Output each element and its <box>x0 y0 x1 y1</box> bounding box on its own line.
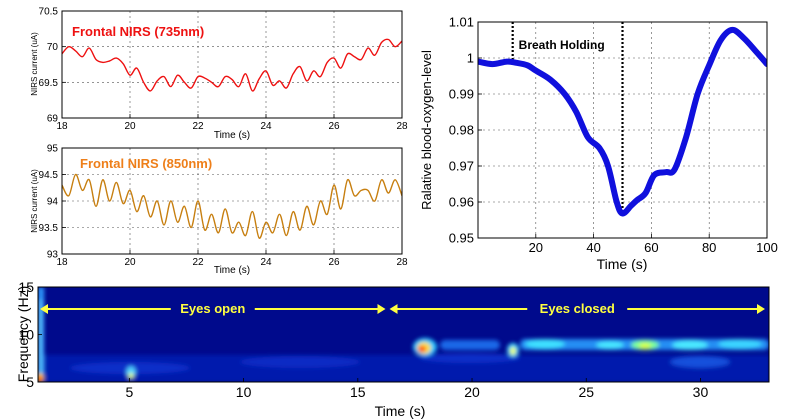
x-tick-label: 24 <box>260 257 272 268</box>
y-tick-label: 69 <box>47 114 59 125</box>
blood-oxygen-x-ticks: 20 40 60 80 100 <box>529 234 778 255</box>
spectrogram-y-ticks: 5 10 15 <box>18 279 42 390</box>
y-tick-label: 0.95 <box>449 231 474 246</box>
y-tick-label: 0.99 <box>449 87 474 102</box>
series-line <box>478 26 767 217</box>
y-tick-label: 0.97 <box>449 159 474 174</box>
y-tick-label: 0.96 <box>449 195 474 210</box>
blood-oxygen-series <box>478 26 767 217</box>
x-tick-label: 18 <box>56 121 68 132</box>
nirs-735-grid <box>62 11 402 118</box>
x-tick-label: 24 <box>260 121 272 132</box>
series-line <box>62 38 402 92</box>
blood-oxygen-y-label: Ralative blood-oxygen-level <box>419 50 434 210</box>
nirs-850-title: Frontal NIRS (850nm) <box>80 156 212 171</box>
spectrogram-x-label: Time (s) <box>375 403 426 419</box>
y-tick-label: 5 <box>26 374 34 390</box>
blood-oxygen-y-ticks: 0.95 0.96 0.97 0.98 0.99 1 1.01 <box>449 15 482 246</box>
x-tick-label: 100 <box>756 240 778 255</box>
eyes-arrows <box>40 304 765 314</box>
y-tick-label: 10 <box>18 326 34 342</box>
eyes-open-label: Eyes open <box>180 301 245 316</box>
nirs-850-grid <box>62 148 402 254</box>
nirs-850-series <box>62 173 402 239</box>
x-tick-label: 28 <box>396 121 408 132</box>
blood-oxygen-grid <box>478 22 767 238</box>
x-tick-label: 18 <box>56 257 68 268</box>
nirs-735-y-ticks: 69 69.5 70 70.5 <box>39 7 66 125</box>
x-tick-label: 20 <box>124 257 136 268</box>
x-tick-label: 80 <box>702 240 716 255</box>
y-tick-label: 70 <box>47 42 59 53</box>
breath-holding-label: Breath Holding <box>519 38 605 52</box>
arrow-head-right <box>377 304 386 314</box>
nirs-850-chart: 18 20 22 24 26 28 93 93.5 94 94.5 95 Frontal NIRS… <box>30 144 408 277</box>
y-tick-label: 15 <box>18 279 34 295</box>
nirs-735-x-ticks: 18 20 22 24 26 28 <box>56 114 408 132</box>
x-tick-label: 26 <box>328 121 340 132</box>
arrow-head-left <box>389 304 398 314</box>
series-line <box>62 173 402 239</box>
nirs-850-y-ticks: 93 93.5 94 94.5 95 <box>39 144 66 261</box>
nirs-735-y-label: NIRS current (uA) <box>30 32 39 96</box>
x-tick-label: 40 <box>586 240 600 255</box>
arrow-head-right <box>757 304 765 314</box>
x-tick-label: 60 <box>644 240 658 255</box>
nirs-735-x-label: Time (s) <box>214 130 250 141</box>
y-tick-label: 94 <box>47 197 59 208</box>
x-tick-label: 5 <box>125 384 133 400</box>
eyes-closed-label: Eyes closed <box>540 301 615 316</box>
nirs-735-chart: 18 20 22 24 26 28 69 69.5 70 70.5 Frontal NIRS (… <box>30 7 408 142</box>
y-tick-label: 93 <box>47 250 59 261</box>
x-tick-label: 28 <box>396 257 408 268</box>
nirs-735-series <box>62 38 402 92</box>
x-tick-label: 10 <box>236 384 252 400</box>
y-tick-label: 69.5 <box>39 78 59 89</box>
x-tick-label: 30 <box>693 384 709 400</box>
x-tick-label: 22 <box>192 121 204 132</box>
y-tick-label: 95 <box>47 144 59 155</box>
x-tick-label: 25 <box>578 384 594 400</box>
x-tick-label: 26 <box>328 257 340 268</box>
x-tick-label: 20 <box>529 240 543 255</box>
spectrogram-x-ticks: 5 10 15 20 25 30 <box>125 378 708 400</box>
x-tick-label: 20 <box>464 384 480 400</box>
x-tick-label: 22 <box>192 257 204 268</box>
nirs-850-x-ticks: 18 20 22 24 26 28 <box>56 250 408 268</box>
nirs-850-y-label: NIRS current (uA) <box>30 169 39 233</box>
y-tick-label: 94.5 <box>39 170 59 181</box>
y-tick-label: 93.5 <box>39 223 59 234</box>
blood-oxygen-x-label: Time (s) <box>597 256 648 272</box>
nirs-735-title: Frontal NIRS (735nm) <box>72 24 204 39</box>
blood-oxygen-chart: 20 40 60 80 100 0.95 0.96 0.97 0.98 0.99 1 1.01 Br… <box>419 15 778 272</box>
y-tick-label: 1 <box>467 51 474 66</box>
y-tick-label: 1.01 <box>449 15 474 30</box>
x-tick-label: 20 <box>124 121 136 132</box>
x-tick-label: 15 <box>350 384 366 400</box>
breath-holding-markers <box>511 22 624 214</box>
y-tick-label: 0.98 <box>449 123 474 138</box>
nirs-850-x-label: Time (s) <box>214 265 250 276</box>
arrow-head-left <box>40 304 48 314</box>
y-tick-label: 70.5 <box>39 7 59 18</box>
spectrogram-y-label: Frequency (Hz) <box>15 286 31 382</box>
